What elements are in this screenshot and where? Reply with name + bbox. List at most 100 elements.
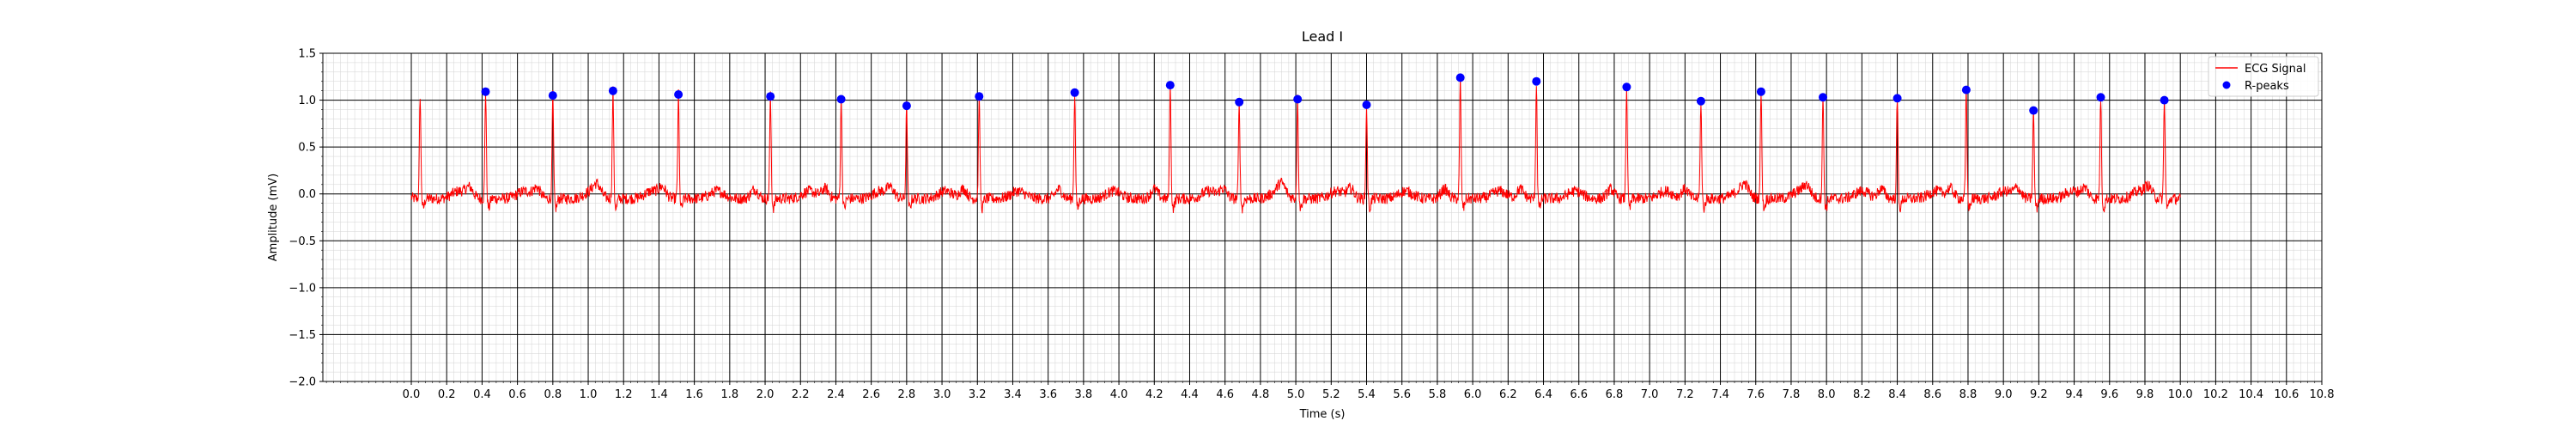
x-tick-label: 7.0 <box>1641 388 1659 401</box>
x-tick-label: 2.8 <box>898 388 916 401</box>
x-tick-label: 10.2 <box>2203 388 2228 401</box>
x-tick-label: 0.6 <box>508 388 526 401</box>
r-peak-point <box>836 95 846 104</box>
x-tick-label: 0.0 <box>403 388 421 401</box>
x-tick-label: 3.4 <box>1004 388 1022 401</box>
x-tick-label: 2.2 <box>792 388 810 401</box>
plot-series <box>410 75 2181 214</box>
x-tick-label: 9.8 <box>2136 388 2154 401</box>
x-tick-label: 5.6 <box>1393 388 1411 401</box>
y-tick-label: −0.5 <box>289 235 316 248</box>
y-axis-ticks: −2.0 −1.5 −1.0 −0.5 0.0 0.5 1.0 1.5 <box>289 48 323 389</box>
r-peak-point <box>481 87 490 96</box>
x-tick-label: 6.8 <box>1606 388 1624 401</box>
legend-box <box>2208 56 2319 97</box>
r-peak-point <box>548 91 557 101</box>
x-axis-label: Time (s) <box>1299 408 1346 421</box>
r-peak-point <box>1696 96 1705 106</box>
x-tick-label: 7.8 <box>1783 388 1801 401</box>
x-tick-label: 7.4 <box>1711 388 1729 401</box>
chart-title: Lead I <box>1302 28 1343 45</box>
x-tick-label: 0.2 <box>438 388 456 401</box>
x-tick-label: 9.6 <box>2100 388 2118 401</box>
x-tick-label: 4.0 <box>1110 388 1128 401</box>
r-peak-point <box>1070 88 1079 97</box>
x-tick-label: 8.8 <box>1959 388 1978 401</box>
major-grid <box>323 52 2323 382</box>
x-tick-label: 4.2 <box>1145 388 1163 401</box>
x-tick-label: 5.8 <box>1429 388 1447 401</box>
r-peak-markers <box>481 73 2169 115</box>
r-peak-point <box>1756 87 1765 96</box>
x-tick-label: 9.2 <box>2030 388 2048 401</box>
y-tick-label: 1.0 <box>298 95 316 107</box>
x-tick-label: 1.6 <box>685 388 703 401</box>
x-tick-label: 0.8 <box>544 388 562 401</box>
r-peak-point <box>1455 73 1465 82</box>
x-tick-label: 3.6 <box>1039 388 1057 401</box>
r-peak-point <box>975 92 984 101</box>
r-peak-point <box>2096 93 2105 102</box>
x-tick-label: 2.6 <box>862 388 880 401</box>
x-tick-label: 6.4 <box>1534 388 1552 401</box>
x-tick-label: 8.6 <box>1923 388 1941 401</box>
x-tick-label: 9.4 <box>2065 388 2083 401</box>
minor-grid <box>323 52 2323 382</box>
x-tick-label: 0.4 <box>473 388 491 401</box>
x-tick-label: 1.2 <box>615 388 633 401</box>
x-tick-label: 6.0 <box>1464 388 1482 401</box>
x-tick-label: 7.2 <box>1676 388 1694 401</box>
r-peak-point <box>1622 82 1631 92</box>
r-peak-point <box>674 90 683 99</box>
r-peak-point <box>1362 101 1371 109</box>
r-peak-point <box>608 86 617 95</box>
r-peak-point <box>1819 93 1827 102</box>
x-tick-label: 1.0 <box>580 388 598 401</box>
x-tick-label: 9.0 <box>1995 388 2013 401</box>
r-peak-point <box>2029 106 2038 115</box>
x-tick-label: 2.0 <box>756 388 775 401</box>
y-tick-label: 1.5 <box>298 48 316 61</box>
x-tick-label: 6.6 <box>1570 388 1588 401</box>
r-peak-point <box>1532 76 1541 86</box>
x-tick-label: 1.4 <box>650 388 668 401</box>
y-axis-label: Amplitude (mV) <box>267 174 280 261</box>
x-tick-label: 3.2 <box>969 388 987 401</box>
x-tick-label: 8.0 <box>1818 388 1836 401</box>
r-peak-point <box>1293 95 1303 104</box>
legend: ECG Signal R-peaks <box>2208 56 2319 97</box>
x-tick-label: 8.2 <box>1853 388 1871 401</box>
legend-ecg-label: ECG Signal <box>2245 63 2306 76</box>
r-peak-point <box>1165 81 1175 90</box>
y-tick-label: −2.0 <box>289 376 316 389</box>
x-tick-label: 10.8 <box>2310 388 2335 401</box>
legend-rpeak-swatch <box>2222 81 2231 89</box>
x-tick-label: 7.6 <box>1747 388 1765 401</box>
r-peak-point <box>1961 85 1971 95</box>
x-tick-label: 10.4 <box>2239 388 2263 401</box>
x-tick-label: 1.8 <box>720 388 738 401</box>
y-tick-label: 0.0 <box>298 188 316 201</box>
ecg-signal-line <box>410 75 2181 214</box>
x-axis-ticks: 0.0 0.2 0.4 0.6 0.8 1.0 1.2 1.4 1.6 1.8 2.0 2.2 2.4 2… <box>325 381 2335 401</box>
x-tick-label: 4.4 <box>1181 388 1199 401</box>
x-tick-label: 4.8 <box>1252 388 1270 401</box>
r-peak-point <box>1235 97 1244 107</box>
legend-rpeak-label: R-peaks <box>2245 80 2289 93</box>
x-tick-label: 5.0 <box>1287 388 1305 401</box>
x-tick-label: 6.2 <box>1499 388 1517 401</box>
x-tick-label: 10.0 <box>2168 388 2193 401</box>
plot-frame <box>322 52 2323 382</box>
y-tick-label: −1.5 <box>289 329 316 342</box>
r-peak-point <box>2160 95 2169 105</box>
x-tick-label: 8.4 <box>1888 388 1906 401</box>
x-tick-label: 10.6 <box>2274 388 2299 401</box>
x-tick-label: 2.4 <box>827 388 845 401</box>
r-peak-point <box>1893 94 1902 103</box>
r-peak-point <box>766 92 775 101</box>
x-tick-label: 5.4 <box>1358 388 1376 401</box>
x-tick-label: 3.0 <box>933 388 951 401</box>
x-tick-label: 5.2 <box>1322 388 1340 401</box>
